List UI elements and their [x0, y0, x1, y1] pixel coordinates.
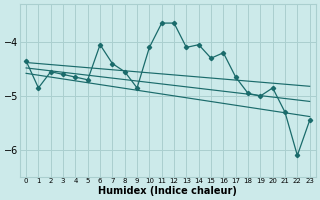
X-axis label: Humidex (Indice chaleur): Humidex (Indice chaleur) [99, 186, 237, 196]
